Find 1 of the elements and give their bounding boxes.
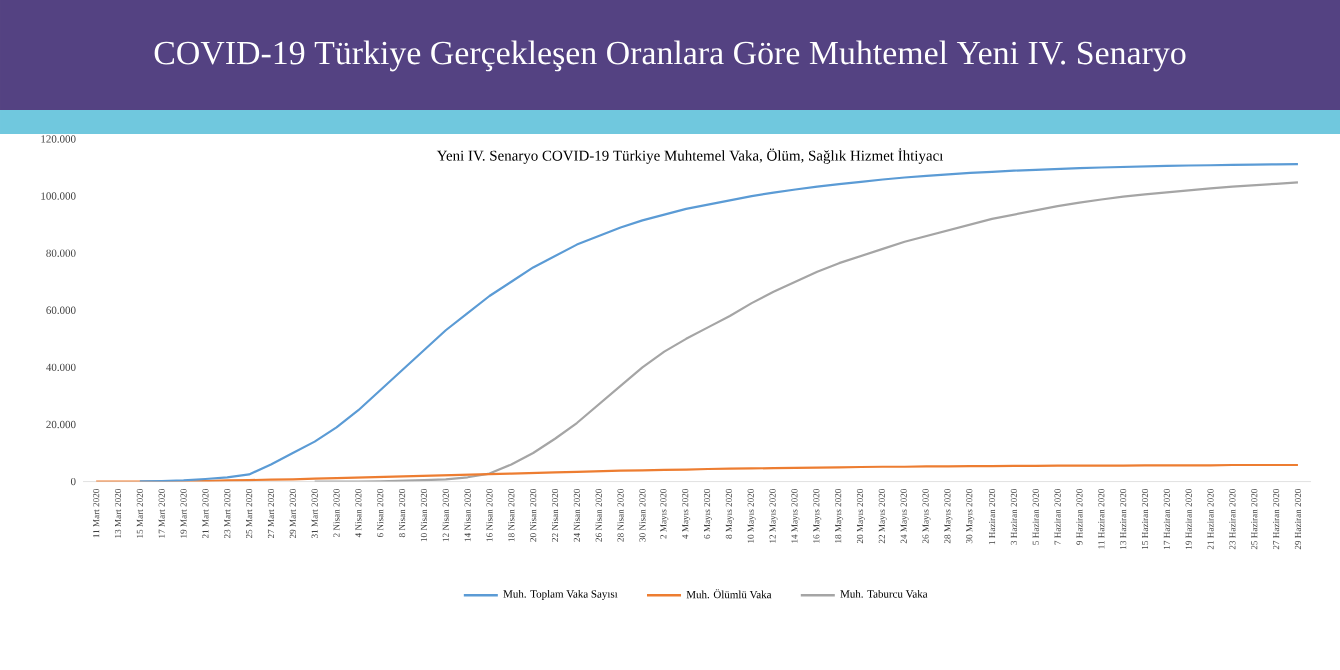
chart-title: COVID-19 Türkiye Gerçekleşen Oranlara Göre Muhtemel Yeni IV. Senaryo	[154, 40, 1186, 72]
